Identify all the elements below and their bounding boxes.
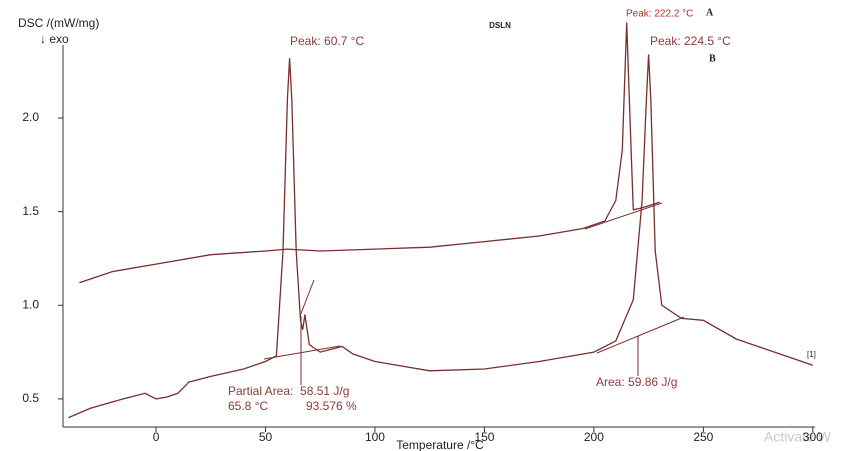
baseline-b1: [263, 345, 341, 360]
x-axis-label: Temperature /°C: [396, 438, 484, 451]
baseline-b2: [596, 316, 685, 354]
x-tick-label: 50: [259, 430, 273, 444]
y-tick-label: 0.5: [22, 391, 39, 405]
x-tick-label: 200: [584, 430, 604, 444]
area-label: 93.576 %: [306, 399, 357, 413]
watermark: Activate W: [764, 429, 832, 445]
x-tick-label: 100: [365, 430, 385, 444]
area-label: Partial Area: 58.51 J/g: [228, 384, 349, 398]
x-tick-label: 150: [474, 430, 494, 444]
x-tick-label: 250: [693, 430, 713, 444]
y-tick-label: 2.0: [22, 110, 39, 124]
chart-title: DSLN: [489, 21, 511, 30]
area-label: Area: 59.86 J/g: [596, 375, 677, 389]
y-axis-label: DSC /(mW/mg): [18, 16, 99, 30]
y-tick-label: 1.0: [22, 297, 39, 311]
x-tick-label: 300: [803, 430, 823, 444]
y-tick-label: 1.5: [22, 204, 39, 218]
curve: [68, 54, 814, 419]
x-tick-label: 0: [153, 430, 160, 444]
area-label: 65.8 °C: [228, 399, 268, 413]
curve-label: B: [709, 53, 716, 64]
curve: [79, 22, 660, 284]
baseline-a: [584, 202, 663, 230]
peak-label: Peak: 60.7 °C: [290, 34, 365, 48]
curve-index: [1]: [807, 350, 816, 359]
pointer: [299, 279, 315, 317]
peak-label: Peak: 224.5 °C: [650, 34, 731, 48]
y-axis-note: ↓ exo: [40, 32, 69, 46]
curve-label: A: [706, 7, 714, 18]
peak-label: Peak: 222.2 °C: [626, 9, 693, 20]
